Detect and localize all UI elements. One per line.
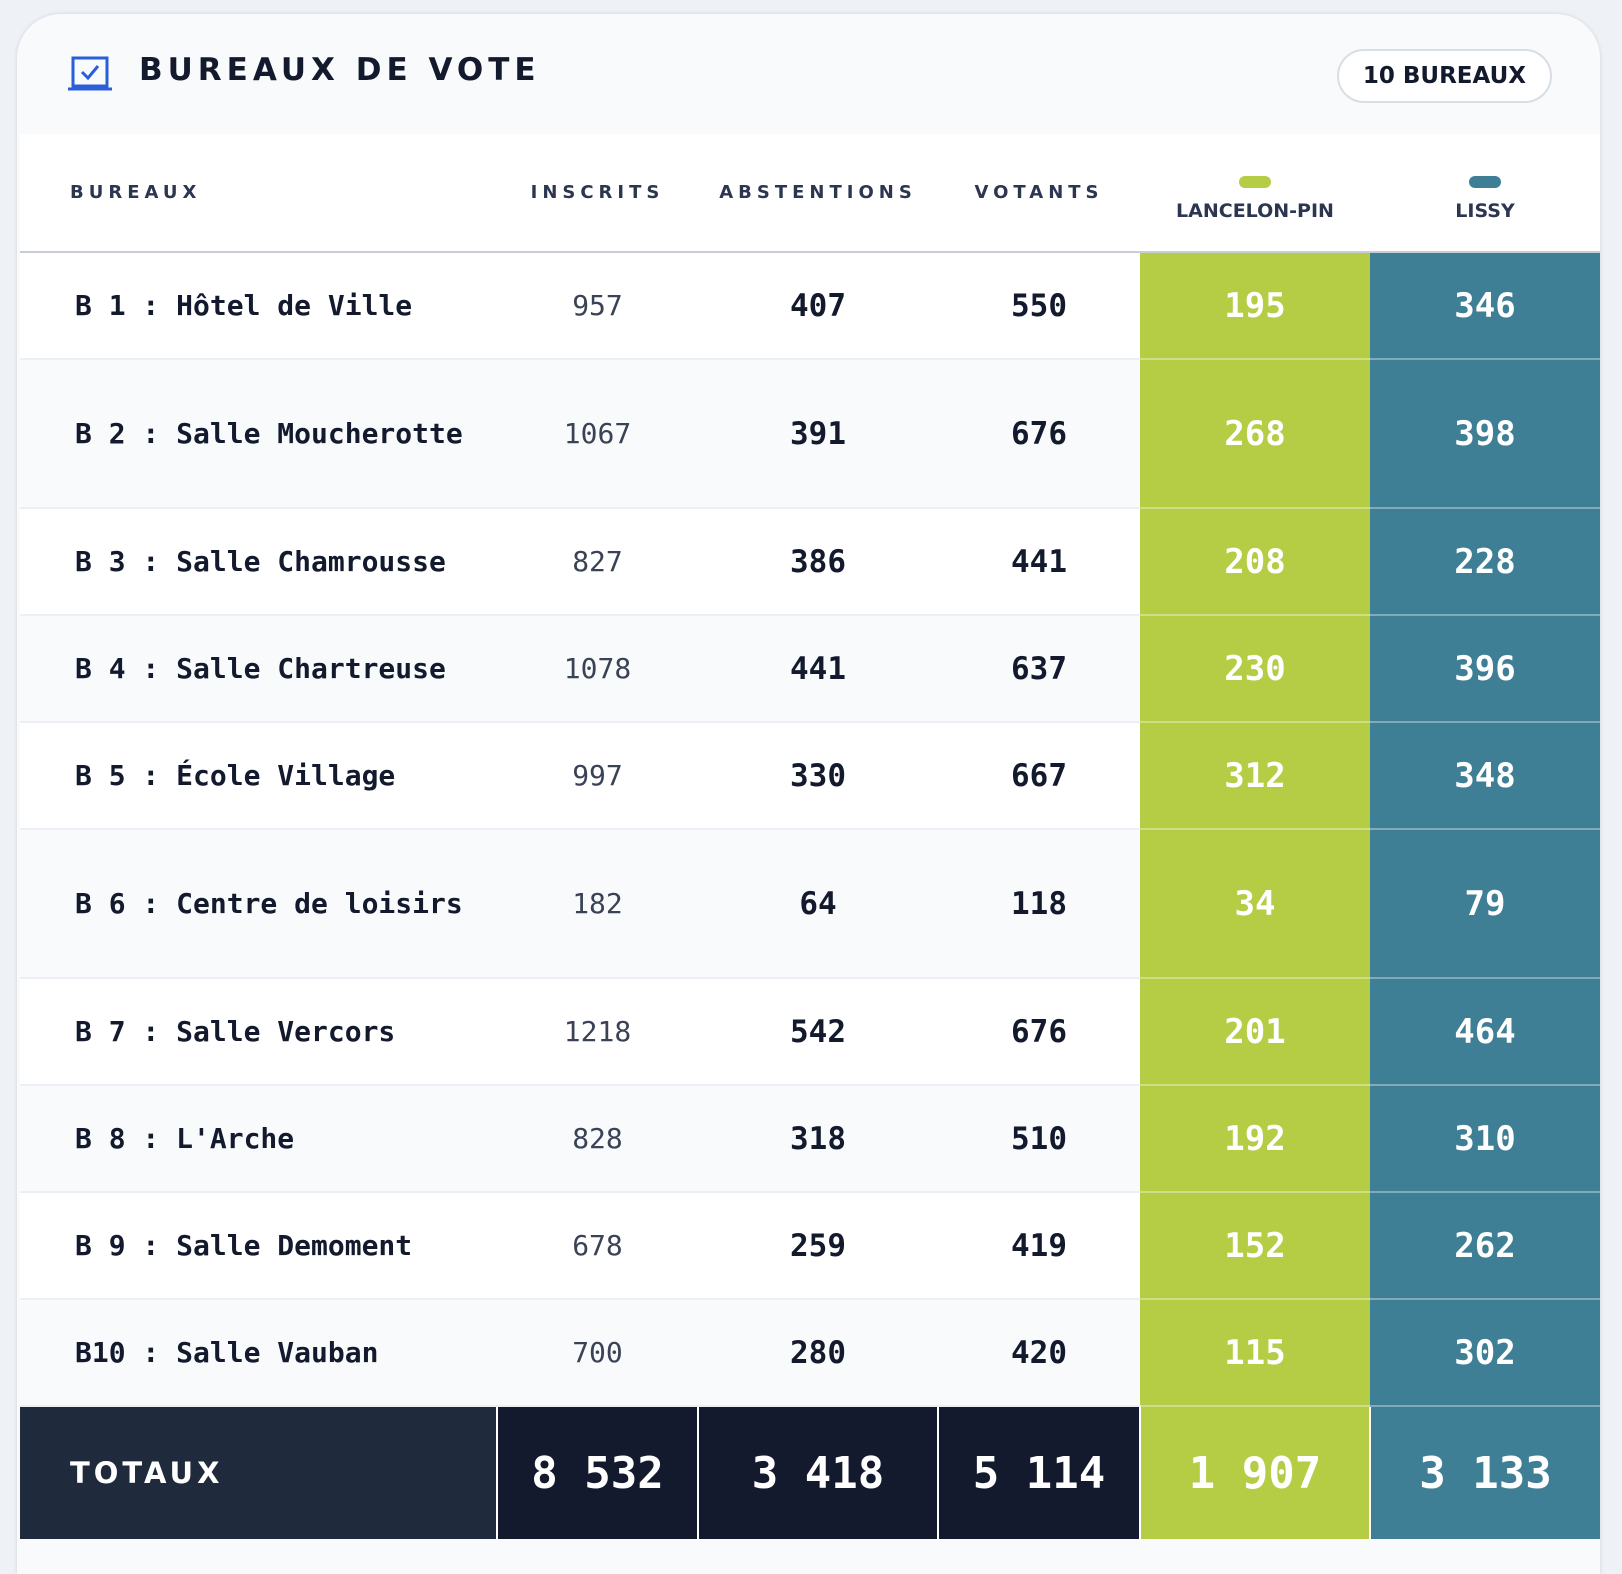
cell-value: 348 [1370, 722, 1600, 830]
cell-value: 997 [497, 722, 698, 830]
total-value: 3 418 [697, 1406, 938, 1539]
bureau-name: B 1 : Hôtel de Ville [20, 252, 497, 360]
column-header: INSCRITS [497, 134, 698, 253]
totals-row: TOTAUX 8 532 3 418 5 114 1 907 3 133 [20, 1406, 1600, 1539]
table-row: B 7 : Salle Vercors 1218 542 676 201 464 [20, 978, 1600, 1086]
bureau-name: B 4 : Salle Chartreuse [20, 615, 497, 723]
cell-value: 637 [938, 615, 1140, 723]
candidate-header: LISSY [1370, 134, 1600, 253]
cell-value: 192 [1140, 1085, 1370, 1193]
cell-value: 262 [1370, 1192, 1600, 1300]
cell-value: 64 [698, 829, 938, 979]
table-row: B10 : Salle Vauban 700 280 420 115 302 [20, 1299, 1600, 1407]
cell-value: 1218 [497, 978, 698, 1086]
column-header: BUREAUX [20, 134, 497, 253]
table-row: B 3 : Salle Chamrousse 827 386 441 208 228 [20, 508, 1600, 616]
cell-value: 228 [1370, 508, 1600, 616]
cell-value: 79 [1370, 829, 1600, 979]
cell-value: 667 [938, 722, 1140, 830]
bureau-name: B 8 : L'Arche [20, 1085, 497, 1193]
cell-value: 182 [497, 829, 698, 979]
cell-value: 441 [938, 508, 1140, 616]
card-header: BUREAUX DE VOTE 10 BUREAUX [17, 14, 1600, 134]
cell-value: 152 [1140, 1192, 1370, 1300]
candidate-header: LANCELON-PIN [1140, 134, 1370, 253]
cell-value: 115 [1140, 1299, 1370, 1407]
cell-value: 259 [698, 1192, 938, 1300]
cell-value: 312 [1140, 722, 1370, 830]
table-row: B 8 : L'Arche 828 318 510 192 310 [20, 1085, 1600, 1193]
cell-value: 957 [497, 252, 698, 360]
cell-value: 195 [1140, 252, 1370, 360]
cell-value: 700 [497, 1299, 698, 1407]
candidate-color [1239, 176, 1271, 188]
card: BUREAUX DE VOTE 10 BUREAUX BUREAUX INSCRI… [17, 14, 1600, 1574]
cell-value: 201 [1140, 978, 1370, 1086]
cell-value: 1078 [497, 615, 698, 723]
cell-value: 330 [698, 722, 938, 830]
cell-value: 676 [938, 978, 1140, 1086]
table-row: B 6 : Centre de loisirs 182 64 118 34 79 [20, 829, 1600, 979]
bureau-name: B 3 : Salle Chamrousse [20, 508, 497, 616]
cell-value: 827 [497, 508, 698, 616]
table-row: B 1 : Hôtel de Ville 957 407 550 195 346 [20, 252, 1600, 360]
bureau-name: B 9 : Salle Demoment [20, 1192, 497, 1300]
bureau-name: B 5 : École Village [20, 722, 497, 830]
cell-value: 208 [1140, 508, 1370, 616]
cell-value: 310 [1370, 1085, 1600, 1193]
cell-value: 419 [938, 1192, 1140, 1300]
cell-value: 398 [1370, 359, 1600, 509]
total-value: 3 133 [1369, 1406, 1600, 1539]
total-value: 8 532 [496, 1406, 698, 1539]
count-badge: 10 BUREAUX [1336, 49, 1552, 103]
cell-value: 268 [1140, 359, 1370, 509]
total-value: 5 114 [937, 1406, 1140, 1539]
cell-value: 230 [1140, 615, 1370, 723]
total-value: 1 907 [1139, 1406, 1370, 1539]
table-row: B 2 : Salle Moucherotte 1067 391 676 268 398 [20, 359, 1600, 509]
cell-value: 510 [938, 1085, 1140, 1193]
results-table: BUREAUX INSCRITS ABSTENTIONS VOTANTS LANCELO… [20, 134, 1600, 1539]
cell-value: 1067 [497, 359, 698, 509]
cell-value: 550 [938, 252, 1140, 360]
cell-value: 118 [938, 829, 1140, 979]
cell-value: 302 [1370, 1299, 1600, 1407]
candidate-color [1469, 176, 1501, 188]
cell-value: 420 [938, 1299, 1140, 1407]
candidate-name: LANCELON-PIN [1176, 200, 1334, 222]
cell-value: 346 [1370, 252, 1600, 360]
cell-value: 280 [698, 1299, 938, 1407]
bureau-name: B 6 : Centre de loisirs [20, 829, 497, 979]
column-header: VOTANTS [938, 134, 1140, 253]
cell-value: 828 [497, 1085, 698, 1193]
bureau-name: B 2 : Salle Moucherotte [20, 359, 497, 509]
bureau-name: B10 : Salle Vauban [20, 1299, 497, 1407]
cell-value: 441 [698, 615, 938, 723]
cell-value: 678 [497, 1192, 698, 1300]
cell-value: 34 [1140, 829, 1370, 979]
column-header: ABSTENTIONS [698, 134, 938, 253]
title: BUREAUX DE VOTE [139, 52, 541, 88]
candidate-name: LISSY [1455, 200, 1515, 222]
cell-value: 318 [698, 1085, 938, 1193]
cell-value: 542 [698, 978, 938, 1086]
table-row: B 9 : Salle Demoment 678 259 419 152 262 [20, 1192, 1600, 1300]
cell-value: 386 [698, 508, 938, 616]
table-row: B 4 : Salle Chartreuse 1078 441 637 230 396 [20, 615, 1600, 723]
cell-value: 407 [698, 252, 938, 360]
ballot-icon [68, 56, 112, 91]
cell-value: 464 [1370, 978, 1600, 1086]
bureau-name: B 7 : Salle Vercors [20, 978, 497, 1086]
cell-value: 676 [938, 359, 1140, 509]
cell-value: 396 [1370, 615, 1600, 723]
cell-value: 391 [698, 359, 938, 509]
table-row: B 5 : École Village 997 330 667 312 348 [20, 722, 1600, 830]
totals-label: TOTAUX [20, 1406, 497, 1539]
